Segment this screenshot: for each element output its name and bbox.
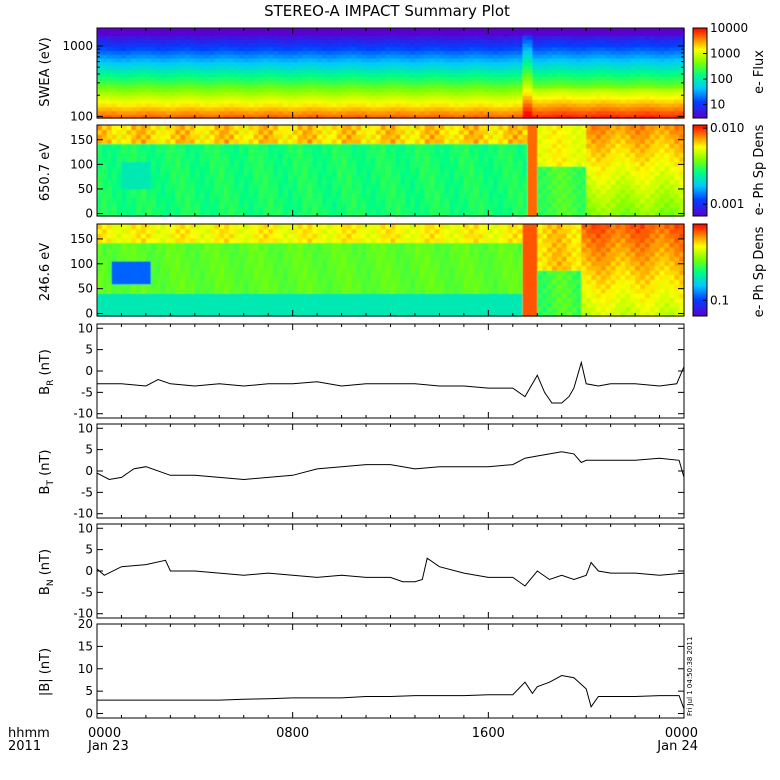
y-tick-label: -5 — [81, 585, 93, 599]
y-tick-label: 20 — [78, 617, 93, 631]
pad-650-axis: 0 50 100 150 — [70, 124, 685, 221]
y-tick-label: 10 — [78, 521, 93, 535]
pad-246-colorbar-label: e- Ph Sp Dens — [752, 226, 767, 317]
btot-series-line — [97, 674, 685, 710]
y-tick-label: 0 — [85, 207, 93, 221]
colorbar-tick-label: 10 — [710, 98, 725, 112]
y-tick-label: 0 — [85, 307, 93, 321]
pad-246-ylabel: 246.6 eV — [38, 243, 53, 301]
bt-series-line — [96, 451, 685, 481]
swea-ylabel: SWEA (eV) — [38, 37, 53, 106]
pad-650-spectrogram — [97, 125, 685, 217]
y-tick-label: 10 — [78, 662, 93, 676]
x-tick-time-label: 0000 — [88, 726, 121, 741]
y-tick-label: 100 — [70, 257, 93, 271]
swea-colorbar-label: e- Flux — [752, 50, 767, 94]
bn-axis: -10 -5 0 5 10 — [73, 521, 685, 621]
panel-650: 0 50 100 150 650.7 eV 0.001 0.010 e- Ph Sp D… — [38, 121, 767, 220]
y-tick-label: -5 — [81, 385, 93, 399]
x-tick-time-label: 1600 — [472, 726, 505, 741]
y-tick-label: 5 — [85, 543, 93, 557]
plot-title: STEREO-A IMPACT Summary Plot — [264, 2, 510, 20]
panel-br: -10 -5 0 5 10 BR (nT) — [38, 321, 685, 421]
y-tick-label: 100 — [70, 157, 93, 171]
x-axis-row1-label: hhmm — [8, 726, 50, 741]
y-tick-label: 150 — [70, 232, 93, 246]
br-ylabel: BR (nT) — [38, 349, 56, 395]
swea-spectrogram — [97, 28, 685, 119]
y-tick-label: 0 — [85, 364, 93, 378]
btot-axis: 0 5 10 15 20 — [78, 617, 685, 721]
x-tick-time-label: 0000 — [665, 726, 698, 741]
y-tick-label: 5 — [85, 343, 93, 357]
br-axis: -10 -5 0 5 10 — [73, 321, 685, 421]
timestamp-stamp: Fri Jul 1 04:50:38 2011 — [686, 637, 694, 716]
br-series-line — [97, 360, 685, 404]
x-tick-time-label: 0800 — [276, 726, 309, 741]
colorbar-tick-label: 100 — [710, 72, 733, 86]
bt-ylabel: BT (nT) — [38, 450, 56, 495]
x-tick-date-label: Jan 24 — [656, 739, 698, 754]
y-tick-label: 10 — [78, 321, 93, 335]
y-tick-label: 10 — [78, 421, 93, 435]
y-tick-label: -5 — [81, 485, 93, 499]
y-tick-label: 0 — [85, 564, 93, 578]
panel-bt: -10 -5 0 5 10 BT (nT) — [38, 421, 685, 521]
panel-swea: 100 1000 SWEA (eV) 10 100 1000 10000 e- Flux — [38, 21, 767, 123]
panel-btot: 0 5 10 15 20 |B| (nT) Fri Jul 1 04:50:38 201… — [38, 617, 694, 721]
btot-ylabel: |B| (nT) — [38, 648, 53, 696]
y-tick-label: 0 — [85, 707, 93, 721]
swea-colorbar: 10 100 1000 10000 — [692, 21, 748, 119]
panel-bn: -10 -5 0 5 10 BN (nT) — [38, 521, 685, 621]
pad-246-spectrogram — [97, 224, 685, 317]
y-tick-label: -10 — [73, 607, 93, 621]
bn-series-line — [96, 557, 685, 587]
colorbar-tick-label: 0.010 — [710, 121, 744, 135]
y-tick-label: 150 — [70, 133, 93, 147]
y-tick-label: -10 — [73, 407, 93, 421]
panel-246: 0 50 100 150 246.6 eV 0.1 e- Ph Sp Dens — [38, 223, 767, 321]
y-tick-label: -10 — [73, 507, 93, 521]
y-tick-label: 1000 — [62, 39, 93, 53]
y-tick-label: 50 — [78, 182, 93, 196]
y-tick-label: 0 — [85, 464, 93, 478]
bn-ylabel: BN (nT) — [38, 549, 56, 595]
y-tick-label: 50 — [78, 282, 93, 296]
colorbar-tick-label: 1000 — [710, 47, 741, 61]
y-tick-label: 15 — [78, 639, 93, 653]
y-tick-label: 5 — [85, 684, 93, 698]
y-tick-label: 5 — [85, 443, 93, 457]
x-axis-row2-label: 2011 — [8, 739, 41, 754]
colorbar-tick-label: 10000 — [710, 21, 748, 35]
colorbar-tick-label: 0.1 — [710, 293, 729, 307]
pad-650-ylabel: 650.7 eV — [38, 143, 53, 201]
y-tick-label: 100 — [70, 109, 93, 123]
pad-246-colorbar: 0.1 — [692, 223, 729, 317]
pad-246-axis: 0 50 100 150 — [70, 223, 685, 321]
colorbar-tick-label: 0.001 — [710, 197, 744, 211]
pad-650-colorbar-label: e- Ph Sp Dens — [752, 124, 767, 215]
swea-axis: 100 1000 — [62, 27, 685, 123]
x-tick-date-label: Jan 23 — [87, 739, 129, 754]
pad-650-colorbar: 0.001 0.010 — [692, 121, 744, 217]
bt-axis: -10 -5 0 5 10 — [73, 421, 685, 521]
